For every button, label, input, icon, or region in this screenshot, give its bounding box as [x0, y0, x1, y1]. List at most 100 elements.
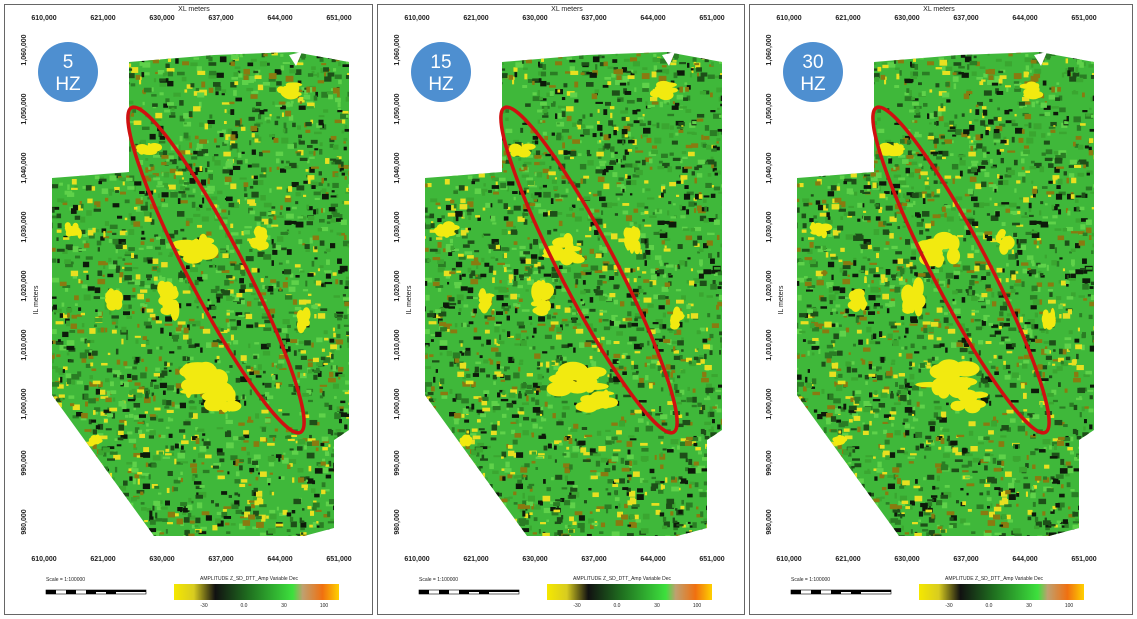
y-tick-label: 980,000	[766, 509, 773, 534]
map-panel: 30HZXL meters610,000621,000630,000637,00…	[750, 5, 1133, 615]
frequency-label: 30	[802, 52, 823, 73]
x-tick-label: 637,000	[208, 556, 233, 563]
x-tick-label: 630,000	[149, 556, 174, 563]
colorbar	[919, 584, 1084, 600]
frequency-label: 15	[430, 52, 451, 73]
frequency-label: 5	[63, 52, 74, 73]
x-tick-label: 621,000	[463, 556, 488, 563]
x-axis-title: XL meters	[178, 6, 210, 13]
x-tick-label: 610,000	[31, 556, 56, 563]
y-tick-label: 1,020,000	[21, 270, 28, 301]
y-tick-label: 1,020,000	[766, 270, 773, 301]
scale-bar-segment	[831, 590, 891, 592]
map-panel: 5HZ XL meters 610,000 621,000 630,000 637,000…	[5, 5, 373, 615]
frequency-label: HZ	[428, 74, 454, 95]
y-tick-label: 980,000	[21, 509, 28, 534]
colorbar-tick-label: -30	[945, 603, 952, 609]
y-tick-label: 1,000,000	[766, 388, 773, 419]
x-tick-label: 644,000	[267, 15, 292, 22]
x-tick-label: 651,000	[326, 556, 351, 563]
y-tick-label: 1,060,000	[394, 34, 401, 65]
y-tick-label: 1,030,000	[766, 211, 773, 242]
y-tick-label: 980,000	[394, 509, 401, 534]
y-tick-label: 1,060,000	[766, 34, 773, 65]
y-tick-label: 990,000	[766, 450, 773, 475]
x-tick-label: 637,000	[953, 556, 978, 563]
y-tick-label: 1,020,000	[394, 270, 401, 301]
x-tick-label: 644,000	[1012, 15, 1037, 22]
scale-label: Scale = 1:100000	[46, 577, 85, 583]
scale-bar-segment	[419, 590, 429, 594]
x-tick-label: 630,000	[149, 15, 174, 22]
colorbar	[174, 584, 339, 600]
x-tick-label: 621,000	[90, 556, 115, 563]
x-tick-label: 630,000	[522, 15, 547, 22]
scale-bar-segment	[86, 590, 146, 592]
colorbar-tick-label: 0.0	[614, 603, 621, 609]
x-tick-label: 644,000	[1012, 556, 1037, 563]
scale-bar-segment	[439, 590, 449, 594]
colorbar-tick-label: 30	[1026, 603, 1032, 609]
x-tick-label: 651,000	[1071, 15, 1096, 22]
colorbar-title: AMPLITUDE Z_SD_DTT_Amp Variable Dec	[573, 576, 671, 582]
y-tick-label: 990,000	[21, 450, 28, 475]
y-tick-label: 1,040,000	[766, 152, 773, 183]
y-tick-label: 1,050,000	[766, 93, 773, 124]
x-tick-label: 644,000	[640, 556, 665, 563]
frequency-label: HZ	[800, 74, 826, 95]
colorbar-title: AMPLITUDE Z_SD_DTT_Amp Variable Dec	[200, 576, 298, 582]
x-tick-label: 630,000	[894, 15, 919, 22]
x-tick-label: 621,000	[90, 15, 115, 22]
x-tick-label: 651,000	[699, 15, 724, 22]
y-tick-label: 1,000,000	[21, 388, 28, 419]
y-tick-label: 1,050,000	[21, 93, 28, 124]
x-tick-label: 644,000	[267, 556, 292, 563]
scale-bar-segment	[459, 590, 519, 592]
colorbar-tick-label: -30	[200, 603, 207, 609]
colorbar-tick-label: 0.0	[986, 603, 993, 609]
y-tick-label: 1,030,000	[394, 211, 401, 242]
y-tick-label: 1,040,000	[21, 152, 28, 183]
x-tick-label: 637,000	[581, 556, 606, 563]
colorbar-tick-label: 100	[693, 603, 702, 609]
y-tick-label: 1,060,000	[21, 34, 28, 65]
frequency-label: HZ	[55, 74, 81, 95]
y-tick-label: 1,050,000	[394, 93, 401, 124]
colorbar-tick-label: 30	[654, 603, 660, 609]
y-axis-title: IL meters	[778, 285, 785, 314]
y-tick-label: 1,010,000	[766, 329, 773, 360]
x-tick-label: 644,000	[640, 15, 665, 22]
x-tick-label: 651,000	[699, 556, 724, 563]
map-panel: 15HZXL meters610,000621,000630,000637,00…	[378, 5, 745, 615]
x-tick-label: 610,000	[31, 15, 56, 22]
scale-bar-segment	[46, 590, 56, 594]
figure: 5HZXL meters610,000621,000630,000637,000…	[0, 0, 1137, 619]
x-tick-label: 651,000	[326, 15, 351, 22]
x-tick-label: 610,000	[776, 15, 801, 22]
colorbar-tick-label: 0.0	[241, 603, 248, 609]
y-axis-title: IL meters	[406, 285, 413, 314]
colorbar-tick-label: 30	[281, 603, 287, 609]
x-tick-label: 610,000	[776, 556, 801, 563]
x-tick-label: 621,000	[835, 556, 860, 563]
x-tick-label: 651,000	[1071, 556, 1096, 563]
scale-label: Scale = 1:100000	[791, 577, 830, 583]
y-tick-label: 1,030,000	[21, 211, 28, 242]
x-tick-label: 610,000	[404, 556, 429, 563]
x-tick-label: 637,000	[953, 15, 978, 22]
y-tick-label: 1,010,000	[394, 329, 401, 360]
x-tick-label: 630,000	[894, 556, 919, 563]
x-tick-label: 610,000	[404, 15, 429, 22]
x-tick-label: 637,000	[208, 15, 233, 22]
scale-bar-segment	[791, 590, 801, 594]
colorbar-tick-label: 100	[1065, 603, 1074, 609]
x-tick-label: 630,000	[522, 556, 547, 563]
x-tick-label: 621,000	[835, 15, 860, 22]
y-tick-label: 1,010,000	[21, 329, 28, 360]
scale-bar-segment	[811, 590, 821, 594]
x-tick-label: 621,000	[463, 15, 488, 22]
colorbar	[547, 584, 712, 600]
y-tick-label: 990,000	[394, 450, 401, 475]
y-tick-label: 1,000,000	[394, 388, 401, 419]
scale-bar-segment	[66, 590, 76, 594]
